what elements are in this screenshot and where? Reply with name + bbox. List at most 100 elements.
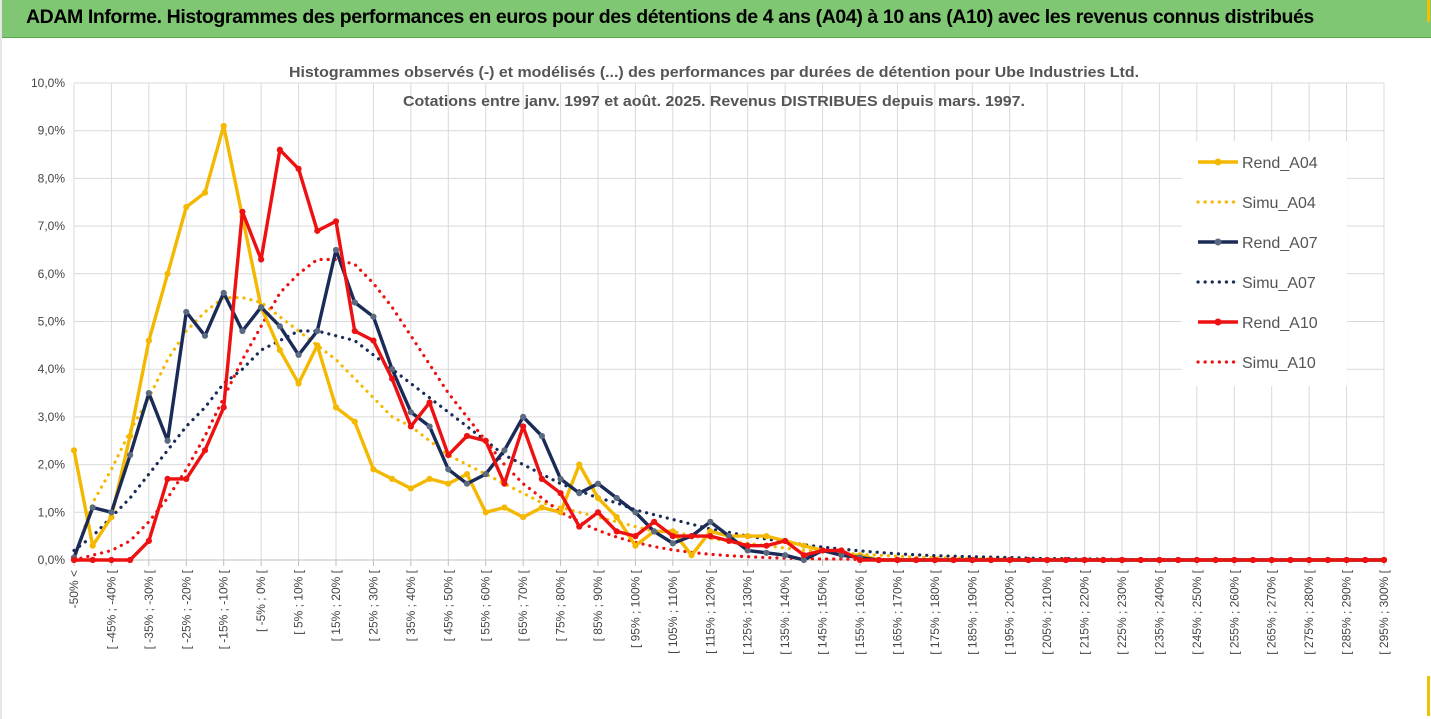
data-point xyxy=(145,389,152,397)
data-point xyxy=(389,366,396,373)
legend: Rend_A04 Simu_A04 Rend_A07 Simu_A07 Rend_A10… xyxy=(1196,155,1318,372)
data-point xyxy=(763,542,770,549)
data-point xyxy=(576,490,583,497)
data-point xyxy=(782,537,789,545)
data-point xyxy=(276,347,283,354)
data-point xyxy=(613,494,620,502)
data-point xyxy=(501,480,508,487)
data-point xyxy=(276,146,283,153)
corner-mark xyxy=(1427,676,1430,716)
data-point xyxy=(1118,556,1126,564)
data-point xyxy=(1025,556,1032,564)
axes: 0,0% 1,0% 2,0% 3,0% 4,0% 5,0% 6,0% 7,0% 8,0% 9,0%… xyxy=(31,76,1391,655)
x-tick-label: [ -35% ; -30% [ xyxy=(142,569,156,649)
data-point xyxy=(258,256,265,263)
data-point xyxy=(651,528,658,535)
data-point xyxy=(89,504,96,511)
y-tick-label: 0,0% xyxy=(38,553,66,567)
data-point xyxy=(1324,556,1331,564)
data-point xyxy=(838,547,845,554)
chart-title-line2: Cotations entre janv. 1997 et août. 2025… xyxy=(403,93,1025,110)
y-tick-label: 8,0% xyxy=(38,171,66,185)
legend-item-Rend_A10: Rend_A10 xyxy=(1198,315,1318,332)
x-tick-label: [ 195% ; 200% [ xyxy=(1003,569,1017,654)
header-banner: ADAM Informe. Histogrammes des performan… xyxy=(2,0,1431,38)
x-tick-label: [ 215% ; 220% [ xyxy=(1078,569,1092,654)
data-point xyxy=(220,122,227,130)
legend-marker xyxy=(1214,158,1222,166)
legend-item-Rend_A07: Rend_A07 xyxy=(1198,235,1318,252)
data-point xyxy=(913,556,920,564)
corner-mark xyxy=(1427,0,1430,22)
data-point xyxy=(127,432,134,440)
data-point xyxy=(258,304,265,311)
x-tick-label: [ 85% ; 90% [ xyxy=(591,569,605,641)
data-point xyxy=(426,475,433,483)
data-point xyxy=(875,556,882,564)
series-line-Simu_A10 xyxy=(72,257,1386,562)
data-point xyxy=(669,540,676,547)
data-point xyxy=(800,552,807,559)
data-point xyxy=(108,513,115,521)
series-line-Simu_A07 xyxy=(72,329,1386,562)
legend-item-Simu_A07: Simu_A07 xyxy=(1196,275,1316,292)
data-point xyxy=(332,404,340,411)
data-point xyxy=(538,475,545,483)
data-point xyxy=(1081,556,1088,564)
data-point xyxy=(201,332,209,339)
data-point xyxy=(239,208,246,215)
data-point xyxy=(70,447,78,454)
data-point xyxy=(1100,556,1107,564)
x-tick-label: [ 245% ; 250% [ xyxy=(1190,569,1204,654)
legend-item-Simu_A10: Simu_A10 xyxy=(1196,355,1316,372)
data-point xyxy=(1249,556,1257,564)
y-tick-label: 2,0% xyxy=(38,458,66,472)
data-point xyxy=(782,552,789,559)
data-point xyxy=(1231,556,1238,564)
data-point xyxy=(351,327,358,335)
series-Simu_A10 xyxy=(72,257,1386,562)
legend-box xyxy=(1182,141,1347,386)
x-tick-label: [ 235% ; 240% [ xyxy=(1152,569,1166,654)
data-point xyxy=(1193,556,1200,564)
data-point xyxy=(276,323,283,330)
legend-label: Rend_A07 xyxy=(1242,235,1318,252)
data-point xyxy=(445,466,452,473)
x-tick-label: [ 25% ; 30% [ xyxy=(366,569,380,641)
data-point xyxy=(70,556,78,564)
data-point xyxy=(632,509,639,516)
data-point xyxy=(538,504,545,511)
data-point xyxy=(426,423,433,430)
data-point xyxy=(969,556,976,564)
data-point xyxy=(800,542,807,549)
data-point xyxy=(108,556,115,564)
data-point xyxy=(838,552,845,559)
x-tick-label: [ 205% ; 210% [ xyxy=(1040,569,1054,654)
data-point xyxy=(295,165,302,172)
x-tick-label: [ 145% ; 150% [ xyxy=(816,569,830,654)
data-point xyxy=(856,556,864,564)
data-point xyxy=(669,533,676,540)
data-point xyxy=(819,547,826,554)
x-tick-label: [ 95% ; 100% [ xyxy=(628,569,642,648)
data-point xyxy=(220,289,227,296)
x-tick-label: [ 65% ; 70% [ xyxy=(516,569,530,641)
data-point xyxy=(314,227,321,234)
data-point xyxy=(370,313,377,320)
data-point xyxy=(164,475,171,483)
data-point xyxy=(89,556,96,564)
data-point xyxy=(763,533,770,540)
x-tick-label: [ 105% ; 110% [ xyxy=(666,569,680,653)
data-point xyxy=(482,471,489,478)
data-point xyxy=(557,509,564,516)
data-point xyxy=(314,342,321,349)
data-point xyxy=(1212,556,1219,564)
x-tick-label: [ -25% ; -20% [ xyxy=(179,569,193,649)
y-tick-label: 9,0% xyxy=(38,124,66,138)
x-tick-label: [ 165% ; 170% [ xyxy=(890,569,904,654)
data-point xyxy=(426,399,433,406)
data-point xyxy=(145,537,152,545)
data-point xyxy=(987,556,995,564)
x-tick-label: [ 255% ; 260% [ xyxy=(1227,569,1241,654)
data-point xyxy=(201,189,209,196)
